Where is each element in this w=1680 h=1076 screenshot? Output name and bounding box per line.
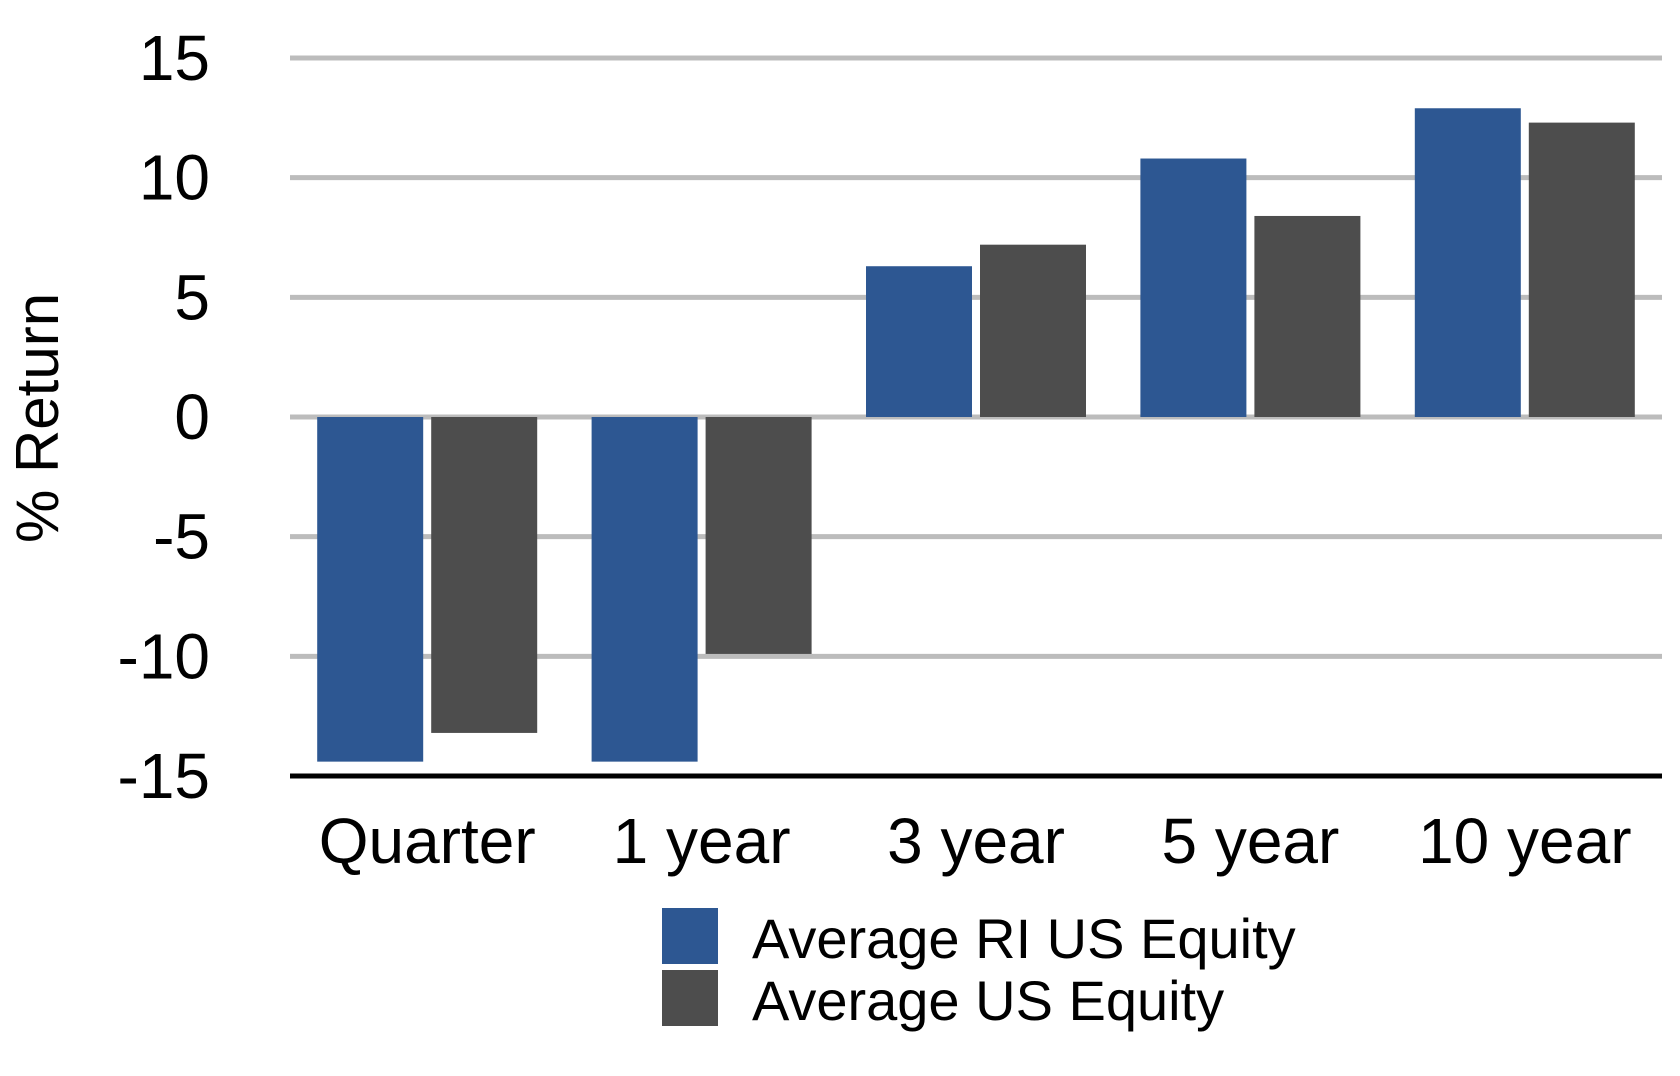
y-tick-label: -5 [153, 501, 210, 573]
legend-swatch [662, 970, 718, 1026]
bar [1414, 108, 1521, 417]
bar [317, 417, 424, 762]
y-axis-title: % Return [4, 293, 71, 543]
x-tick-label: 5 year [1161, 805, 1339, 877]
bar [1254, 215, 1361, 417]
bar [591, 417, 698, 762]
y-tick-label: 0 [174, 381, 210, 453]
x-tick-labels: Quarter 1 year 3 year 5 year 10 year [319, 805, 1632, 877]
bar [980, 244, 1086, 417]
legend-label: Average US Equity [752, 969, 1224, 1032]
y-tick-label: 5 [174, 261, 210, 333]
x-tick-label: 10 year [1418, 805, 1631, 877]
y-tick-label: 10 [139, 142, 210, 214]
legend-swatch [662, 908, 718, 964]
x-tick-label: Quarter [319, 805, 536, 877]
y-tick-labels: 15 10 5 0 -5 -10 -15 [118, 22, 211, 812]
legend-label: Average RI US Equity [752, 907, 1296, 970]
x-tick-label: 1 year [613, 805, 791, 877]
bars [317, 108, 1635, 762]
bar [1140, 158, 1247, 417]
y-tick-label: -15 [118, 740, 211, 812]
y-tick-label: 15 [139, 22, 210, 94]
bar [866, 266, 972, 417]
bar [431, 417, 538, 733]
x-tick-label: 3 year [887, 805, 1065, 877]
y-tick-label: -10 [118, 620, 211, 692]
bar [705, 417, 812, 654]
bar [1528, 122, 1635, 418]
